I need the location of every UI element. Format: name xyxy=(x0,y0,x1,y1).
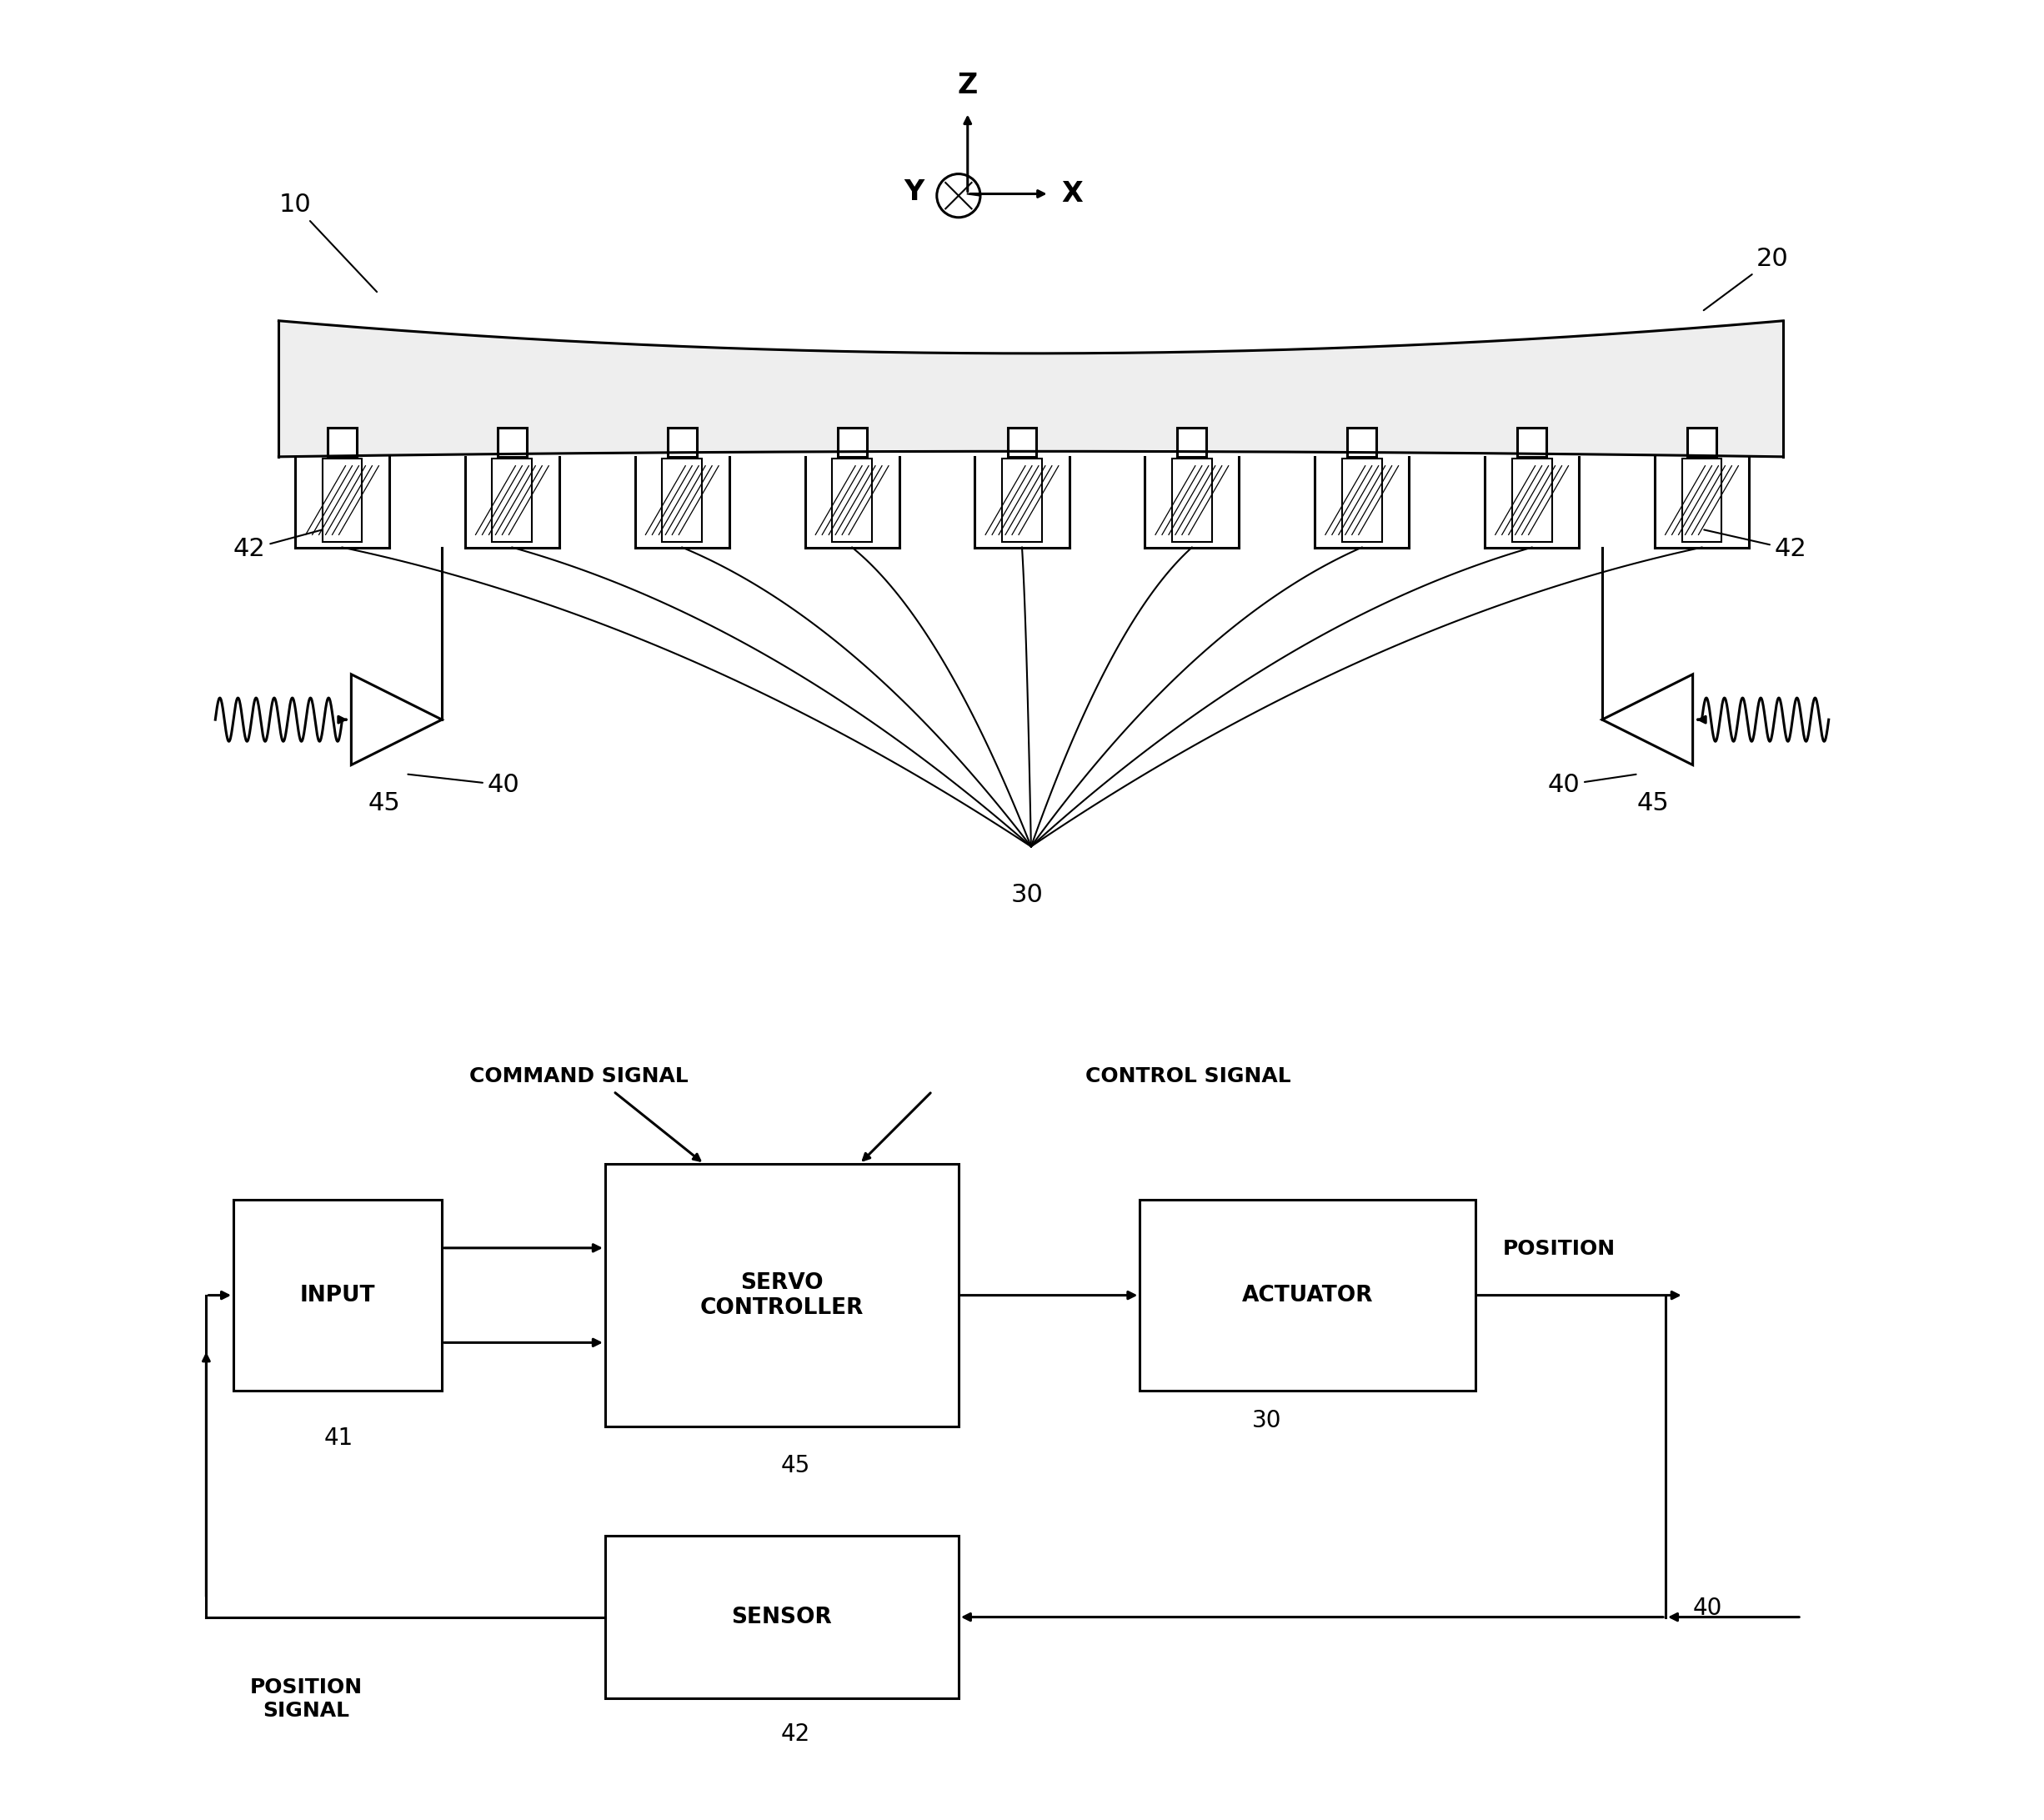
Text: 40: 40 xyxy=(409,774,519,797)
Polygon shape xyxy=(278,320,1782,457)
Text: 45: 45 xyxy=(1637,792,1670,815)
Bar xyxy=(323,459,362,542)
Text: 40: 40 xyxy=(1692,1596,1723,1620)
Bar xyxy=(233,1199,442,1390)
Text: POSITION: POSITION xyxy=(1502,1239,1615,1259)
Text: Z: Z xyxy=(957,73,977,100)
Bar xyxy=(605,1536,959,1698)
Text: POSITION
SIGNAL: POSITION SIGNAL xyxy=(249,1678,362,1722)
Bar xyxy=(1517,428,1547,457)
Bar xyxy=(605,1163,959,1427)
Text: 45: 45 xyxy=(781,1454,809,1478)
Text: 30: 30 xyxy=(1251,1409,1282,1432)
Bar xyxy=(1002,459,1042,542)
Bar xyxy=(1686,428,1717,457)
Bar xyxy=(493,459,531,542)
Polygon shape xyxy=(1602,673,1692,764)
Text: 42: 42 xyxy=(233,530,321,561)
Bar xyxy=(1171,459,1212,542)
Text: 45: 45 xyxy=(368,792,401,815)
Bar xyxy=(668,428,697,457)
Bar xyxy=(1141,1199,1476,1390)
Bar xyxy=(497,428,527,457)
Bar xyxy=(327,428,358,457)
Text: 42: 42 xyxy=(1705,530,1807,561)
Text: 20: 20 xyxy=(1703,248,1788,311)
Text: 10: 10 xyxy=(278,193,376,291)
Text: 30: 30 xyxy=(1012,883,1044,906)
Bar xyxy=(1177,428,1206,457)
Text: Y: Y xyxy=(903,178,924,206)
Text: INPUT: INPUT xyxy=(300,1285,376,1307)
Text: X: X xyxy=(1063,180,1083,207)
Text: 42: 42 xyxy=(781,1722,809,1745)
Polygon shape xyxy=(352,673,442,764)
Text: COMMAND SIGNAL: COMMAND SIGNAL xyxy=(468,1067,689,1087)
Bar xyxy=(1347,428,1376,457)
Text: CONTROL SIGNAL: CONTROL SIGNAL xyxy=(1085,1067,1292,1087)
Text: ACTUATOR: ACTUATOR xyxy=(1243,1285,1374,1307)
Bar xyxy=(1008,428,1036,457)
Text: 40: 40 xyxy=(1547,774,1635,797)
Bar xyxy=(1682,459,1721,542)
Bar xyxy=(832,459,873,542)
Bar xyxy=(838,428,867,457)
Bar xyxy=(1513,459,1551,542)
Text: 41: 41 xyxy=(325,1427,354,1451)
Text: SERVO
CONTROLLER: SERVO CONTROLLER xyxy=(699,1272,865,1320)
Bar xyxy=(1343,459,1382,542)
Text: SENSOR: SENSOR xyxy=(732,1607,832,1627)
Bar xyxy=(662,459,701,542)
